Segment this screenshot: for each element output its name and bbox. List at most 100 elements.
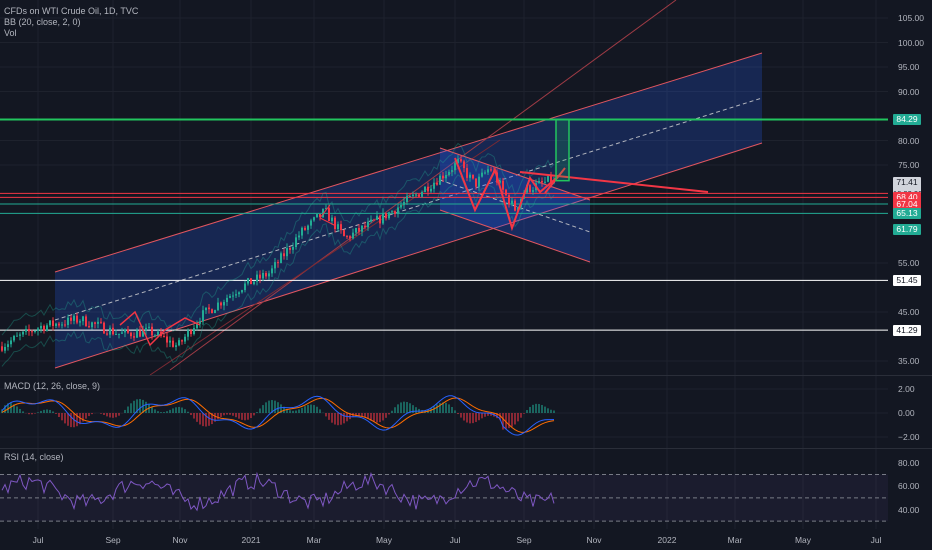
candle-body — [421, 192, 423, 197]
price-axis-label: 105.00 — [898, 13, 924, 23]
channel-upper — [54, 52, 763, 273]
candle-body — [505, 189, 507, 196]
candle-body — [10, 340, 12, 345]
pane-separator[interactable] — [0, 375, 932, 376]
macd-pane[interactable]: MACD (12, 26, close, 9) 2.00 0.00 −2.00 — [0, 376, 932, 448]
candle-body — [259, 274, 261, 279]
candle-body — [205, 307, 207, 311]
candle-body — [262, 272, 264, 279]
candle-body — [448, 171, 450, 176]
symbol-legend[interactable]: CFDs on WTI Crude Oil, 1D, TVC BB (20, c… — [4, 6, 138, 39]
price-axis-label: 100.00 — [898, 37, 924, 48]
candle-body — [451, 170, 453, 172]
candle-body — [292, 247, 294, 250]
candle-body — [79, 321, 81, 323]
rsi-line — [1, 471, 555, 512]
candle-body — [307, 225, 309, 230]
macd-line — [1, 395, 555, 436]
candle-body — [202, 310, 204, 322]
candle-body — [430, 188, 432, 192]
channel-median — [54, 97, 763, 321]
candle-body — [541, 180, 543, 183]
candle-body — [277, 262, 279, 264]
price-badge: 67.04 — [893, 198, 921, 210]
candle-body — [514, 200, 516, 211]
symbol-title[interactable]: CFDs on WTI Crude Oil, 1D, TVC — [4, 6, 139, 16]
pane-separator[interactable] — [0, 448, 932, 449]
candle-body — [187, 330, 189, 337]
macd-legend[interactable]: MACD (12, 26, close, 9) — [4, 381, 101, 391]
candle-body — [49, 320, 51, 326]
candle-body — [217, 302, 219, 311]
candle-body — [319, 214, 321, 218]
candle-body — [208, 307, 210, 310]
price-chart[interactable] — [0, 0, 932, 375]
price-pane[interactable]: CFDs on WTI Crude Oil, 1D, TVC BB (20, c… — [0, 0, 932, 375]
price-axis-label: 55.00 — [898, 258, 920, 268]
candle-body — [433, 182, 435, 189]
time-axis[interactable]: Jul Sep Nov 2021 Mar May Jul Sep Nov 2022 Mar May Ju… — [0, 530, 932, 550]
candle-body — [406, 196, 408, 202]
candle-body — [415, 194, 417, 196]
candle-body — [199, 321, 201, 324]
macd-axis-label: −2.00 — [898, 432, 920, 442]
candle-body — [301, 227, 303, 236]
candle-body — [121, 332, 123, 334]
candle-body — [280, 253, 282, 264]
triangle-upper — [519, 171, 709, 193]
candle-body — [271, 268, 273, 274]
candle-body — [484, 172, 486, 174]
time-axis-label: Nov — [586, 535, 602, 545]
candle-body — [454, 163, 456, 171]
vol-legend[interactable]: Vol — [4, 28, 17, 38]
macd-axis-label: 0.00 — [898, 408, 915, 418]
triangle-lower — [544, 167, 566, 194]
bb-legend[interactable]: BB (20, close, 2, 0) — [4, 17, 81, 27]
rsi-axis-label: 60.00 — [898, 481, 920, 492]
candle-body — [25, 328, 27, 332]
candle-body — [268, 273, 270, 277]
candle-body — [346, 236, 348, 238]
rsi-legend[interactable]: RSI (14, close) — [4, 452, 64, 462]
price-axis-label: 90.00 — [898, 86, 920, 97]
price-badge-value: 51.45 — [896, 274, 918, 285]
candle-body — [169, 340, 171, 343]
wave-drawing — [319, 204, 337, 227]
candle-body — [244, 283, 246, 291]
candle-body — [343, 230, 345, 237]
candle-body — [445, 175, 447, 179]
price-axis-label: 80.00 — [898, 135, 920, 146]
candle-body — [1, 346, 3, 351]
candle-body — [400, 205, 402, 208]
candle-body — [247, 278, 249, 284]
candle-body — [382, 212, 384, 224]
time-axis-label: May — [794, 535, 812, 545]
candle-body — [94, 322, 96, 324]
candle-body — [211, 309, 213, 314]
time-axis-label: Jul — [449, 535, 461, 545]
candle-body — [190, 330, 192, 335]
price-axis-label: 95.00 — [898, 62, 920, 72]
macd-chart[interactable] — [0, 376, 932, 448]
rsi-pane[interactable]: RSI (14, close) 80.00 60.00 40.00 — [0, 449, 932, 529]
candle-body — [52, 320, 54, 326]
candle-body — [322, 209, 324, 218]
candle-body — [22, 331, 24, 335]
candle-body — [226, 297, 228, 303]
time-axis-label: Sep — [105, 535, 121, 545]
price-badge-value: 41.29 — [896, 324, 918, 335]
target-box — [555, 118, 570, 182]
price-badge: 65.13 — [893, 207, 921, 219]
candle-body — [235, 294, 237, 296]
price-badge-value: 61.79 — [896, 224, 918, 235]
candle-body — [70, 317, 72, 321]
candle-body — [253, 281, 255, 285]
candle-body — [403, 201, 405, 206]
candle-body — [112, 327, 114, 335]
candle-body — [46, 325, 48, 331]
bb-upper — [1, 142, 555, 336]
candle-body — [490, 169, 492, 171]
candle-body — [460, 159, 462, 162]
candle-body — [43, 325, 45, 331]
rsi-chart[interactable] — [0, 449, 932, 529]
